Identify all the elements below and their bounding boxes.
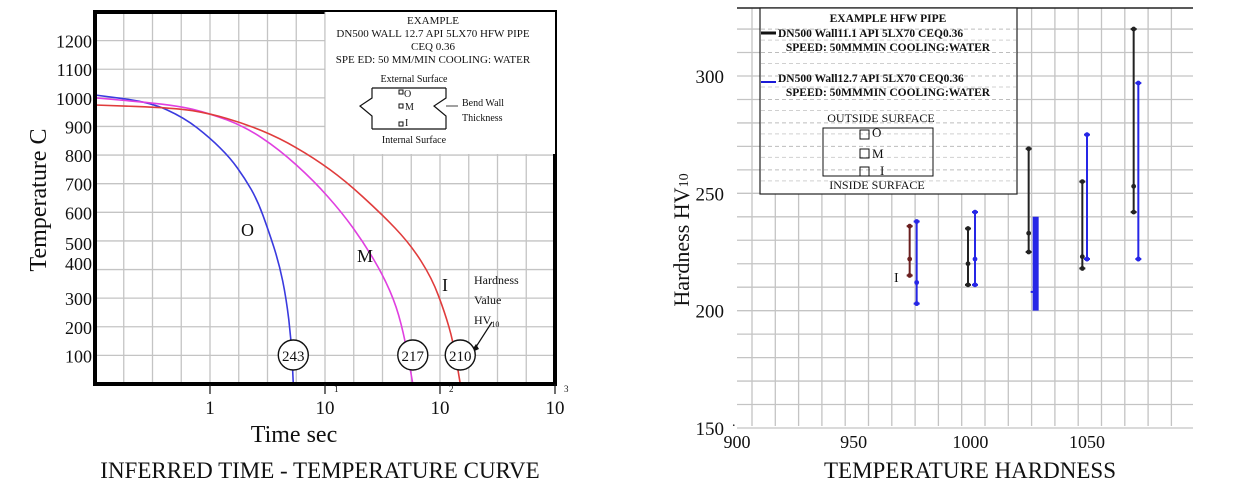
hardness-value-i: 210 — [449, 349, 472, 365]
error-bar-wall11-1048 — [1079, 179, 1086, 271]
point-o-marker — [398, 89, 404, 95]
svg-text:2: 2 — [449, 384, 454, 394]
right-legend-box: EXAMPLE HFW PIPE DN500 Wall11.1 API 5LX7… — [759, 7, 1018, 195]
svg-text:1: 1 — [334, 384, 339, 394]
cooling-curves — [94, 94, 462, 385]
legend-point-i: I — [880, 163, 884, 178]
point-o-label: O — [404, 89, 411, 100]
error-bar-wall12-1050 — [1084, 132, 1090, 262]
y-tick-800: 800 — [65, 146, 92, 166]
y-tick-100: 100 — [65, 346, 92, 366]
bend-wall-label: Bend Wall — [462, 98, 504, 109]
y-tick-300: 300 — [696, 67, 725, 88]
thickness-label: Thickness — [462, 113, 503, 124]
y-tick-150: 150 — [696, 419, 725, 440]
point-i-label: I — [405, 118, 408, 129]
left-x-tick-labels: 1 10 1 10 2 10 3 — [205, 384, 569, 419]
error-bar-wall11-974 — [906, 223, 913, 278]
outside-surface-label: OUTSIDE SURFACE — [827, 111, 934, 125]
legend-point-o: O — [872, 125, 881, 140]
x-tick-1000: 10 — [546, 398, 565, 419]
hardness-circle-o — [277, 339, 309, 371]
legend-line3: SPE ED: 50 MM/MIN COOLING: WATER — [336, 54, 531, 66]
x-tick-100: 10 — [431, 398, 450, 419]
hardness-note-line3: HV10 — [474, 313, 499, 329]
error-bar-wall11-1070 — [1130, 26, 1137, 215]
hardness-circle-i — [444, 339, 476, 371]
wall-section-icon — [358, 87, 447, 130]
svg-text:3: 3 — [564, 384, 569, 394]
right-x-axis-label: TEMPERATURE HARDNESS — [824, 458, 1116, 483]
hardness-arrow — [473, 321, 493, 351]
legend-title: EXAMPLE — [407, 15, 459, 27]
curve-o — [94, 94, 295, 385]
curve-i — [94, 104, 462, 385]
y-tick-300: 300 — [65, 289, 92, 309]
hardness-value-o: 243 — [282, 349, 305, 365]
error-bar-wall12-1072 — [1135, 80, 1142, 262]
curve-label-m: M — [357, 246, 373, 266]
left-x-axis-label: Time sec — [251, 422, 337, 448]
stray-i-label: I — [894, 271, 899, 286]
inside-surface-label: INSIDE SURFACE — [829, 178, 924, 192]
hardness-note-line2: Value — [474, 293, 501, 307]
legend-point-m: M — [872, 146, 884, 161]
curve-label-i: I — [442, 275, 448, 295]
legend-line2: CEQ 0.36 — [411, 41, 456, 53]
wall-box-icon — [822, 127, 934, 177]
y-tick-400: 400 — [65, 254, 92, 274]
x-tick-1050: 1050 — [1069, 432, 1105, 452]
y-tick-250: 250 — [696, 184, 725, 205]
x-tick-950: 950 — [840, 432, 867, 452]
y-tick-1200: 1200 — [56, 32, 92, 52]
y-tick-200: 200 — [696, 302, 725, 323]
y-tick-700: 700 — [65, 175, 92, 195]
point-m-marker — [398, 103, 404, 109]
y-tick-1100: 1100 — [57, 60, 92, 80]
error-bar-wall11-999 — [965, 226, 971, 288]
error-bar-wall12-1028 — [1030, 216, 1039, 311]
external-surface-label: External Surface — [381, 74, 448, 85]
temperature-hardness-chart: 150 200 250 300. 900 950 1000 1050 Hardness HV… — [669, 7, 1193, 483]
point-m-label: M — [405, 102, 414, 113]
error-bar-wall12-977 — [913, 219, 920, 307]
y-tick-600: 600 — [65, 203, 92, 223]
y-tick-900: 900 — [65, 117, 92, 137]
legend-entry2-name: DN500 Wall12.7 API 5LX70 CEQ0.36 — [778, 73, 964, 85]
legend-entry2-sub: SPEED: 50MMMIN COOLING:WATER — [786, 87, 991, 99]
curve-m — [94, 97, 414, 385]
point-i-marker — [398, 121, 404, 127]
right-legend-title: EXAMPLE HFW PIPE — [830, 13, 947, 25]
error-bar-wall11-1025 — [1025, 146, 1032, 255]
error-bar-wall12-1002 — [972, 209, 978, 288]
time-temperature-chart: 120011001000900800700600500400300200100 … — [26, 10, 569, 483]
legend-entry1-sub: SPEED: 50MMMIN COOLING:WATER — [786, 42, 991, 54]
left-y-axis-label: Temperature C — [26, 129, 52, 272]
y-tick-1000: 1000 — [56, 89, 92, 109]
x-tick-900: 900 — [724, 432, 751, 452]
x-tick-1000: 1000 — [952, 432, 988, 452]
right-y-axis-label: Hardness HV10 — [669, 173, 694, 306]
internal-surface-label: Internal Surface — [382, 135, 447, 146]
hardness-note-line1: Hardness — [474, 273, 519, 287]
legend-line1: DN500 WALL 12.7 API 5LX70 HFW PIPE — [336, 28, 530, 40]
hardness-circles: 243 217 210 — [277, 339, 476, 371]
y-tick-200: 200 — [65, 318, 92, 338]
legend-dashed-lines — [761, 28, 1016, 182]
legend-entry1-name: DN500 Wall11.1 API 5LX70 CEQ0.36 — [778, 28, 963, 40]
left-legend-box: EXAMPLE DN500 WALL 12.7 API 5LX70 HFW PI… — [324, 12, 555, 154]
hardness-error-bars — [906, 26, 1142, 311]
x-tick-1: 1 — [205, 398, 215, 419]
hardness-circle-m — [397, 339, 429, 371]
svg-text:.: . — [732, 415, 736, 430]
x-tick-10: 10 — [316, 398, 335, 419]
right-y-tick-labels: 150 200 250 300. — [696, 67, 736, 440]
hardness-value-m: 217 — [402, 349, 425, 365]
left-chart-title: INFERRED TIME - TEMPERATURE CURVE — [100, 458, 539, 483]
y-tick-500: 500 — [65, 234, 92, 254]
curve-label-o: O — [241, 220, 254, 240]
right-x-tick-labels: 900 950 1000 1050 — [724, 432, 1106, 452]
